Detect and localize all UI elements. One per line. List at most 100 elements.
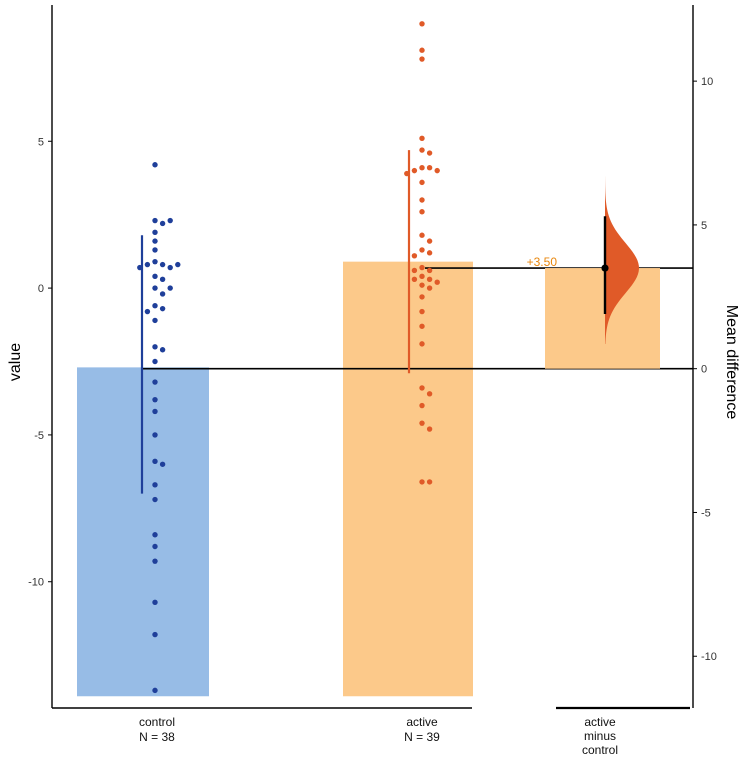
delta-axis-title: Mean difference — [723, 305, 740, 420]
control-category-label: control — [139, 715, 175, 729]
active-point — [411, 267, 418, 274]
delta-category-label: active — [584, 715, 616, 729]
control-point — [152, 358, 158, 365]
control-point — [152, 631, 158, 638]
control-point — [159, 220, 166, 227]
active-point — [426, 150, 433, 156]
active-point — [419, 308, 425, 315]
mean-difference-annotation: +3.50 — [527, 255, 558, 269]
left-y-tick-label: 5 — [38, 136, 44, 148]
active-point — [434, 279, 440, 285]
active-point — [419, 264, 425, 271]
active-point — [419, 147, 425, 153]
control-point — [152, 162, 158, 168]
control-point — [159, 261, 166, 268]
right-y-tick-label: 5 — [701, 220, 707, 232]
active-point — [419, 420, 425, 426]
active-point — [426, 276, 433, 282]
control-point — [152, 217, 158, 224]
control-point — [152, 285, 158, 291]
control-point — [152, 599, 158, 605]
active-point — [419, 164, 425, 171]
control-point — [152, 687, 158, 694]
active-point — [426, 238, 433, 244]
active-point — [419, 197, 425, 203]
left-y-tick-label: -10 — [28, 577, 44, 589]
control-point — [159, 305, 166, 312]
active-point — [426, 267, 433, 274]
delta-bar — [545, 268, 660, 369]
right-y-tick-label: 10 — [701, 76, 713, 88]
active-point — [411, 276, 418, 282]
control-point — [159, 276, 166, 282]
left-y-tick-label: -5 — [34, 430, 44, 442]
control-point — [167, 264, 173, 271]
control-point — [152, 258, 158, 265]
control-point — [144, 308, 151, 315]
active-category-label: active — [406, 715, 438, 729]
control-point — [152, 379, 158, 385]
active-point — [411, 167, 418, 174]
control-point — [152, 344, 158, 350]
active-point — [419, 282, 425, 288]
active-point — [419, 323, 425, 329]
active-point — [404, 170, 410, 177]
active-point — [426, 285, 433, 291]
control-point — [159, 291, 166, 297]
right-y-tick-label: -5 — [701, 507, 711, 519]
control-n-label: N = 38 — [139, 730, 175, 744]
control-point — [152, 317, 158, 324]
control-point — [152, 396, 158, 403]
active-point — [419, 179, 425, 186]
active-point — [419, 294, 425, 300]
control-point — [152, 543, 158, 550]
control-point — [152, 303, 158, 309]
control-point — [167, 285, 173, 291]
control-point — [152, 247, 158, 253]
active-point — [419, 232, 425, 238]
active-n-label: N = 39 — [404, 730, 440, 744]
active-point — [426, 250, 433, 256]
active-point — [426, 391, 433, 397]
control-point — [152, 432, 158, 438]
active-point — [426, 479, 433, 485]
active-point — [426, 164, 433, 171]
left-y-tick-label: 0 — [38, 283, 44, 295]
active-point — [419, 385, 425, 391]
active-point — [419, 209, 425, 215]
active-point — [419, 247, 425, 253]
control-point — [152, 558, 158, 564]
control-point — [152, 458, 158, 465]
control-point — [152, 238, 158, 244]
active-point — [419, 135, 425, 142]
active-point — [419, 56, 425, 62]
active-point — [419, 47, 425, 53]
y-axis-title: value — [7, 343, 24, 381]
control-point — [144, 261, 151, 268]
active-point — [419, 273, 425, 280]
control-point — [167, 217, 173, 224]
active-point — [411, 253, 418, 259]
delta-mean-point — [601, 264, 609, 272]
right-y-tick-label: -10 — [701, 651, 717, 663]
active-point — [426, 426, 433, 432]
control-point — [175, 261, 181, 268]
active-point — [419, 402, 425, 409]
control-point — [152, 482, 158, 488]
control-point — [152, 532, 158, 538]
control-point — [152, 273, 158, 280]
right-y-tick-label: 0 — [701, 364, 707, 376]
control-point — [152, 496, 158, 503]
control-point — [152, 229, 158, 235]
active-point — [434, 167, 440, 174]
control-point — [159, 347, 166, 353]
active-point — [419, 341, 425, 347]
control-point — [152, 408, 158, 415]
control-point — [159, 461, 166, 467]
active-point — [419, 479, 425, 485]
control-point — [137, 264, 143, 271]
delta-distribution — [605, 176, 639, 344]
delta-category-label: control — [582, 743, 618, 757]
active-point — [419, 21, 425, 27]
